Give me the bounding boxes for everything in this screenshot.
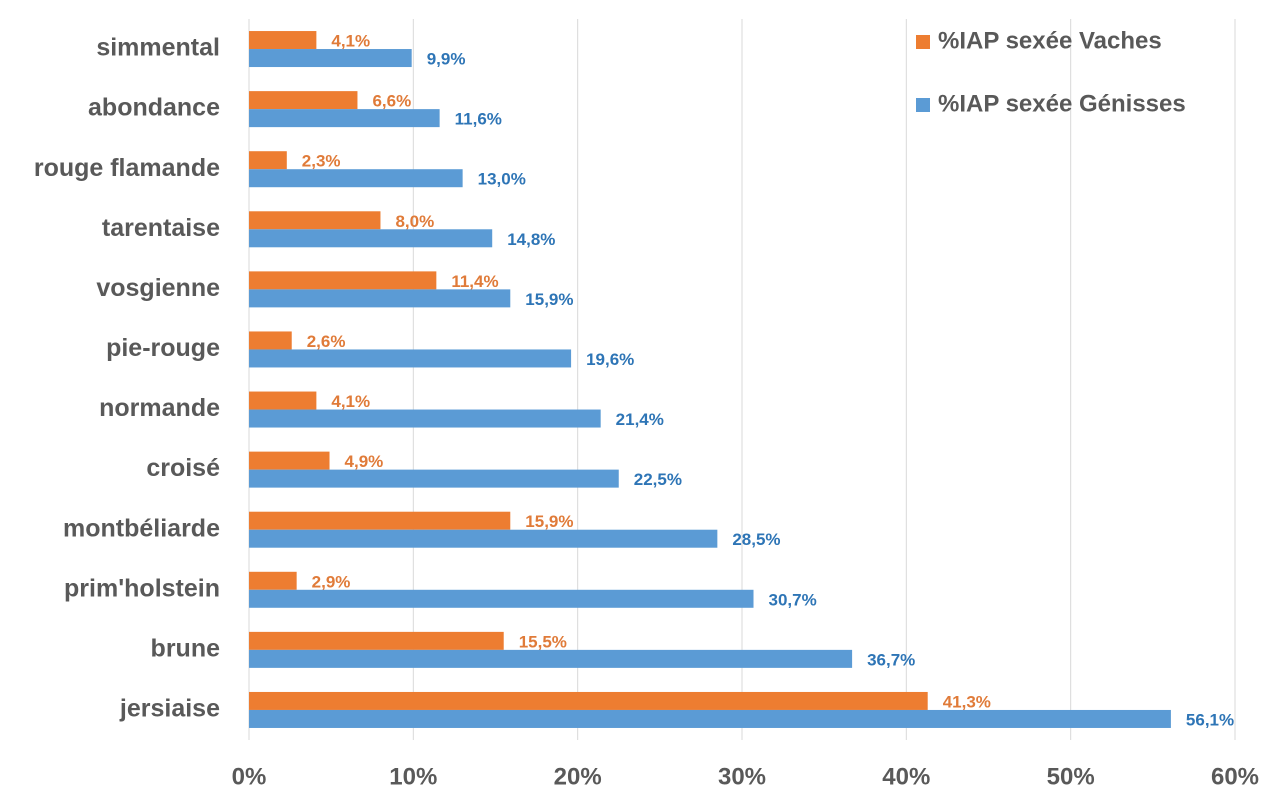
bar [249, 529, 718, 548]
bar [249, 469, 619, 488]
bar [249, 271, 437, 290]
y-tick-label: normande [99, 394, 220, 422]
value-label: 22,5% [634, 470, 682, 489]
x-tick-label: 0% [232, 763, 267, 790]
x-tick-label: 40% [882, 763, 930, 790]
y-tick-label: vosgienne [96, 274, 220, 302]
x-tick-label: 60% [1211, 763, 1259, 790]
x-tick-label: 10% [389, 763, 437, 790]
bar [249, 229, 493, 248]
bar [249, 709, 1171, 728]
value-label: 28,5% [732, 530, 780, 549]
value-label: 2,3% [302, 152, 341, 171]
value-label: 21,4% [616, 410, 664, 429]
legend-label: %IAP sexée Vaches [938, 27, 1162, 54]
value-label: 11,4% [451, 272, 498, 291]
y-tick-label: simmental [96, 34, 220, 62]
y-tick-label: brune [151, 634, 221, 662]
value-label: 4,1% [331, 32, 370, 51]
bar [249, 391, 317, 410]
value-label: 9,9% [427, 50, 466, 69]
y-tick-label: jersiaise [119, 695, 220, 723]
y-tick-label: tarentaise [102, 214, 220, 242]
bar [249, 349, 572, 368]
value-label: 11,6% [455, 110, 502, 129]
value-label: 56,1% [1186, 710, 1234, 729]
x-tick-label: 30% [718, 763, 766, 790]
y-tick-label: abondance [88, 94, 220, 122]
bar [249, 649, 853, 668]
y-tick-label: prim'holstein [64, 574, 220, 602]
bar [249, 169, 463, 188]
y-tick-label: croisé [146, 454, 220, 482]
legend-label: %IAP sexée Génisses [938, 90, 1186, 117]
value-label: 19,6% [586, 350, 634, 369]
value-label: 8,0% [395, 212, 434, 231]
bar [249, 409, 601, 428]
bar [249, 91, 358, 110]
value-label: 36,7% [867, 650, 915, 669]
bar [249, 151, 287, 170]
bar [249, 49, 412, 68]
bar [249, 589, 754, 608]
value-label: 30,7% [769, 590, 817, 609]
value-label: 13,0% [478, 170, 526, 189]
y-tick-label: montbéliarde [63, 514, 220, 542]
value-label: 15,9% [525, 512, 573, 531]
y-tick-label: rouge flamande [34, 154, 220, 182]
value-label: 6,6% [372, 92, 411, 111]
value-label: 2,6% [307, 332, 346, 351]
x-tick-label: 50% [1047, 763, 1095, 790]
bar [249, 31, 317, 50]
bar [249, 211, 381, 230]
value-label: 15,5% [519, 632, 567, 651]
value-label: 2,9% [312, 572, 351, 591]
x-tick-label: 20% [554, 763, 602, 790]
bar [249, 691, 928, 710]
bar [249, 289, 511, 308]
value-label: 41,3% [943, 692, 991, 711]
bar [249, 511, 511, 530]
bar [249, 331, 292, 350]
value-label: 4,9% [345, 452, 384, 471]
legend-swatch [916, 98, 930, 112]
value-label: 14,8% [507, 230, 555, 249]
bar [249, 571, 297, 590]
legend-swatch [916, 35, 930, 49]
value-label: 15,9% [525, 290, 573, 309]
y-tick-label: pie-rouge [106, 334, 220, 362]
value-label: 4,1% [331, 392, 370, 411]
bar [249, 109, 440, 128]
bar [249, 451, 330, 470]
bar [249, 631, 504, 650]
